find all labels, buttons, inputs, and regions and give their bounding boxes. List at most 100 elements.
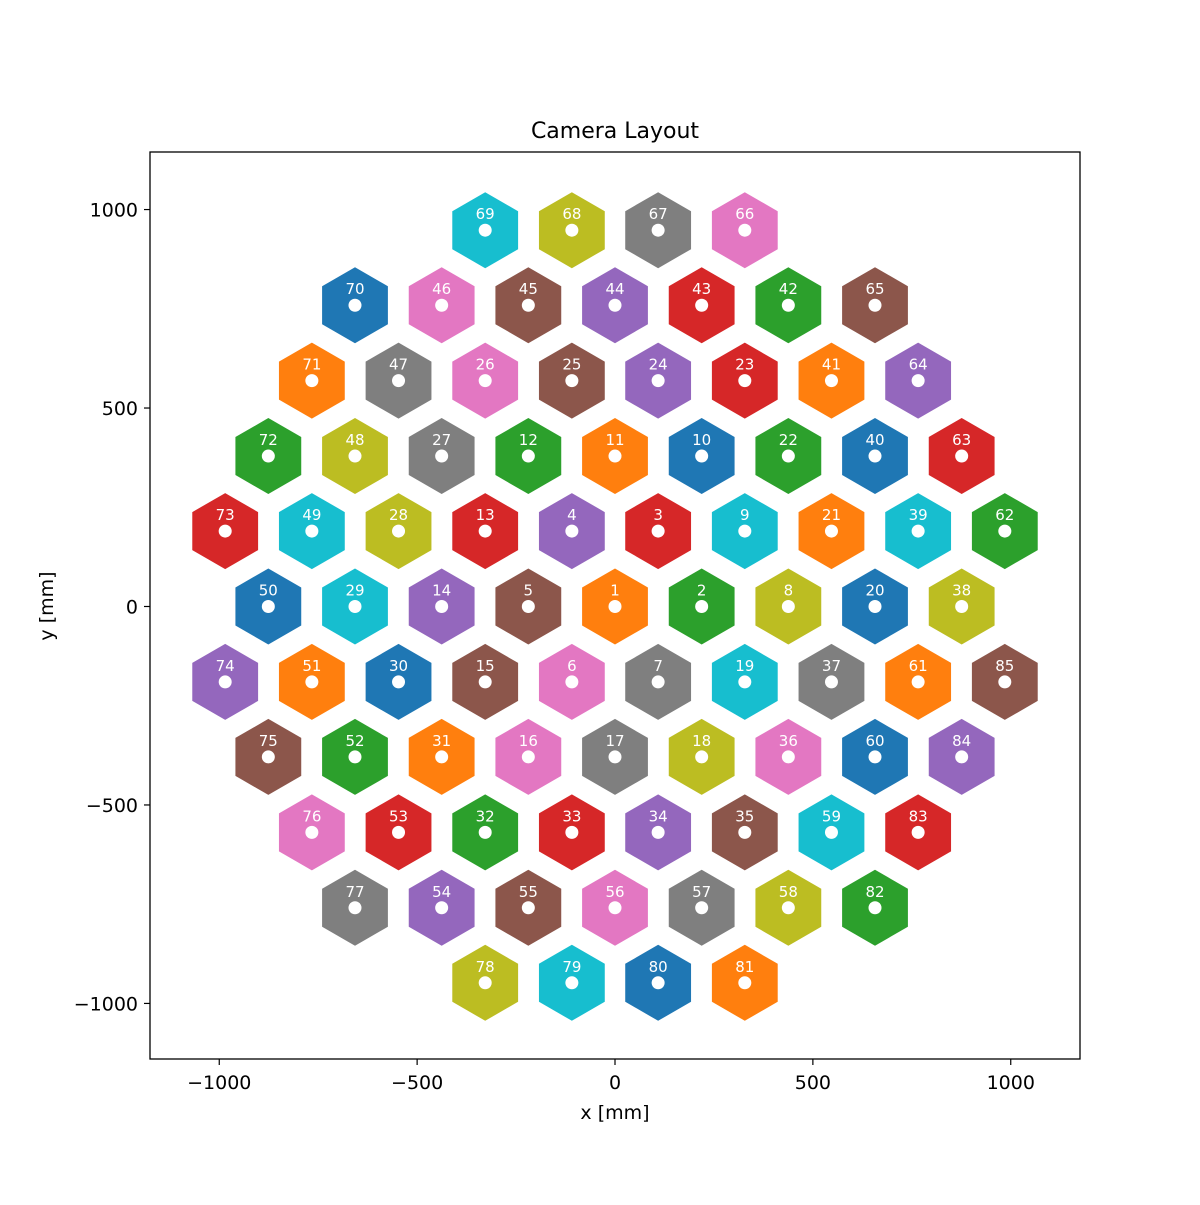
camera-pixel-18: 18 bbox=[668, 718, 735, 795]
camera-pixel-24: 24 bbox=[625, 342, 692, 419]
pixel-id-label: 68 bbox=[562, 205, 581, 223]
pixel-id-label: 25 bbox=[562, 356, 581, 374]
pixel-id-label: 56 bbox=[605, 883, 624, 901]
pixel-id-label: 6 bbox=[567, 657, 577, 675]
camera-pixel-16: 16 bbox=[495, 718, 562, 795]
pixel-id-label: 84 bbox=[952, 732, 971, 750]
camera-pixel-31: 31 bbox=[408, 718, 475, 795]
pixel-center-dot bbox=[478, 976, 492, 990]
pixel-id-label: 2 bbox=[697, 581, 707, 599]
pixel-id-label: 51 bbox=[302, 657, 321, 675]
pixel-id-label: 60 bbox=[865, 732, 884, 750]
pixel-center-dot bbox=[824, 675, 838, 689]
camera-pixel-8: 8 bbox=[755, 568, 822, 645]
camera-pixel-52: 52 bbox=[322, 718, 388, 795]
pixel-center-dot bbox=[651, 675, 665, 689]
pixel-center-dot bbox=[781, 901, 795, 915]
pixel-id-label: 22 bbox=[779, 431, 798, 449]
camera-pixel-62: 62 bbox=[971, 493, 1038, 570]
camera-pixel-17: 17 bbox=[582, 718, 648, 795]
pixel-center-dot bbox=[565, 223, 579, 237]
pixel-id-label: 32 bbox=[476, 807, 495, 825]
pixel-id-label: 49 bbox=[302, 506, 321, 524]
pixel-id-label: 8 bbox=[784, 581, 794, 599]
pixel-id-label: 1 bbox=[610, 581, 620, 599]
camera-pixel-41: 41 bbox=[798, 342, 865, 419]
pixel-center-dot bbox=[651, 223, 665, 237]
pixel-id-label: 71 bbox=[302, 356, 321, 374]
pixel-id-label: 78 bbox=[476, 958, 495, 976]
pixel-center-dot bbox=[261, 449, 275, 463]
pixel-center-dot bbox=[478, 374, 492, 388]
pixel-center-dot bbox=[521, 750, 535, 764]
camera-pixel-85: 85 bbox=[971, 643, 1038, 720]
y-tick-label: 0 bbox=[126, 596, 138, 618]
pixel-id-label: 65 bbox=[865, 280, 884, 298]
camera-pixel-42: 42 bbox=[755, 267, 822, 344]
pixel-center-dot bbox=[435, 599, 449, 613]
pixel-center-dot bbox=[478, 524, 492, 538]
pixel-id-label: 81 bbox=[735, 958, 754, 976]
pixel-center-dot bbox=[955, 750, 969, 764]
pixel-id-label: 11 bbox=[605, 431, 624, 449]
pixel-id-label: 80 bbox=[649, 958, 668, 976]
pixel-center-dot bbox=[608, 599, 622, 613]
pixel-id-label: 58 bbox=[779, 883, 798, 901]
camera-pixel-38: 38 bbox=[928, 568, 995, 645]
camera-pixel-23: 23 bbox=[711, 342, 778, 419]
camera-pixel-5: 5 bbox=[495, 568, 562, 645]
pixel-id-label: 44 bbox=[605, 280, 624, 298]
camera-pixel-47: 47 bbox=[365, 342, 432, 419]
pixel-center-dot bbox=[868, 449, 882, 463]
x-axis-label: x [mm] bbox=[580, 1102, 649, 1124]
pixel-center-dot bbox=[868, 901, 882, 915]
camera-pixel-21: 21 bbox=[798, 493, 865, 570]
camera-pixel-46: 46 bbox=[408, 267, 475, 344]
camera-pixel-84: 84 bbox=[928, 718, 995, 795]
pixel-center-dot bbox=[608, 449, 622, 463]
camera-pixel-54: 54 bbox=[408, 869, 475, 946]
pixel-center-dot bbox=[868, 599, 882, 613]
camera-pixel-11: 11 bbox=[582, 418, 648, 495]
pixel-id-label: 63 bbox=[952, 431, 971, 449]
pixel-center-dot bbox=[738, 675, 752, 689]
pixel-id-label: 3 bbox=[653, 506, 663, 524]
pixel-center-dot bbox=[521, 449, 535, 463]
pixel-id-label: 72 bbox=[259, 431, 278, 449]
pixel-id-label: 50 bbox=[259, 581, 278, 599]
pixel-center-dot bbox=[435, 750, 449, 764]
camera-pixel-66: 66 bbox=[711, 192, 778, 269]
pixel-center-dot bbox=[868, 298, 882, 312]
pixel-center-dot bbox=[651, 524, 665, 538]
pixel-center-dot bbox=[868, 750, 882, 764]
pixel-id-label: 9 bbox=[740, 506, 750, 524]
pixel-id-label: 21 bbox=[822, 506, 841, 524]
camera-pixel-67: 67 bbox=[625, 192, 692, 269]
pixel-center-dot bbox=[218, 524, 232, 538]
camera-pixel-27: 27 bbox=[408, 418, 475, 495]
camera-pixel-81: 81 bbox=[711, 944, 778, 1021]
pixel-id-label: 43 bbox=[692, 280, 711, 298]
pixel-center-dot bbox=[824, 825, 838, 839]
camera-pixel-72: 72 bbox=[235, 418, 302, 495]
pixel-center-dot bbox=[824, 374, 838, 388]
pixel-id-label: 79 bbox=[562, 958, 581, 976]
pixel-id-label: 17 bbox=[605, 732, 624, 750]
y-tick-label: 500 bbox=[102, 398, 138, 420]
camera-pixel-44: 44 bbox=[582, 267, 648, 344]
pixel-center-dot bbox=[261, 750, 275, 764]
pixel-id-label: 47 bbox=[389, 356, 408, 374]
pixel-center-dot bbox=[695, 449, 709, 463]
pixel-center-dot bbox=[781, 449, 795, 463]
pixel-center-dot bbox=[695, 599, 709, 613]
camera-pixel-71: 71 bbox=[278, 342, 345, 419]
pixel-center-dot bbox=[392, 374, 406, 388]
pixel-id-label: 61 bbox=[909, 657, 928, 675]
pixel-id-label: 64 bbox=[909, 356, 928, 374]
camera-pixel-51: 51 bbox=[278, 643, 345, 720]
camera-pixel-58: 58 bbox=[755, 869, 822, 946]
pixel-id-label: 73 bbox=[216, 506, 235, 524]
pixel-id-label: 70 bbox=[345, 280, 364, 298]
